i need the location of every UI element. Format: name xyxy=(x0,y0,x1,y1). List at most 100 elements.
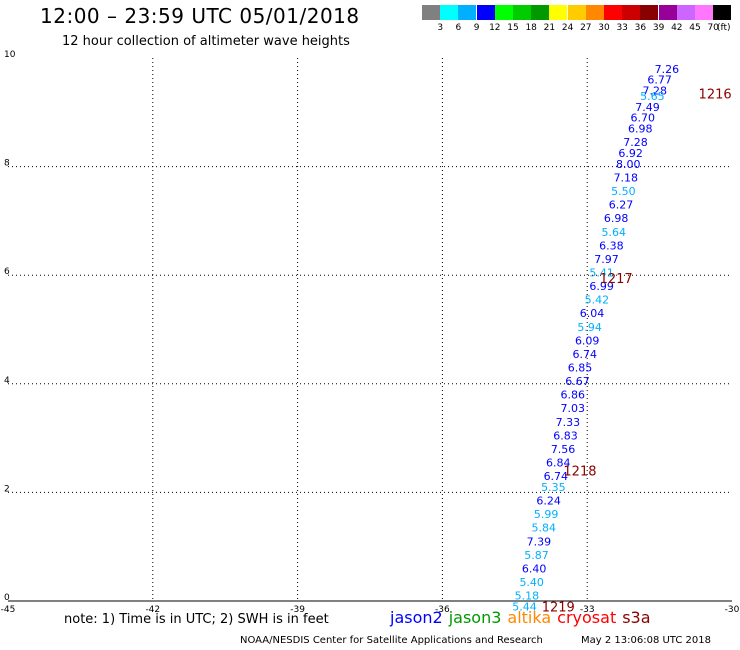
color-scale-label: 27 xyxy=(580,23,592,33)
wave-height-value: 6.67 xyxy=(565,375,590,388)
color-scale-label: 9 xyxy=(473,23,480,33)
wave-height-value: 7.39 xyxy=(527,535,552,548)
wave-height-value: 6.40 xyxy=(522,562,547,575)
wave-height-value: 6.99 xyxy=(589,280,614,293)
color-scale-label: 30 xyxy=(598,23,610,33)
wave-height-value: 6.74 xyxy=(544,470,569,483)
color-scale-label: 15 xyxy=(507,23,519,33)
color-scale-label: 24 xyxy=(561,23,574,33)
wave-height-value: 6.98 xyxy=(628,123,653,136)
wave-height-value: 7.56 xyxy=(551,443,576,456)
color-swatch xyxy=(604,5,622,20)
legend-item: altika xyxy=(507,608,552,627)
wave-height-value: 5.64 xyxy=(601,226,626,239)
wave-height-value: 5.41 xyxy=(589,266,614,279)
footer-credit: NOAA/NESDIS Center for Satellite Applica… xyxy=(240,635,543,646)
color-swatch xyxy=(440,5,459,20)
wave-height-value: 5.35 xyxy=(541,481,566,494)
wave-height-value: 6.84 xyxy=(546,457,571,470)
wave-height-value: 7.03 xyxy=(560,402,585,415)
color-scale-label: 33 xyxy=(616,23,628,33)
wave-height-value: 5.99 xyxy=(534,508,559,521)
wave-height-value: 7.97 xyxy=(594,253,619,266)
color-swatch xyxy=(531,5,550,20)
color-swatch xyxy=(695,5,713,20)
wave-height-value: 5.65 xyxy=(640,90,665,103)
color-scale-label: 21 xyxy=(543,23,556,33)
chart-subtitle: 12 hour collection of altimeter wave hei… xyxy=(62,34,350,49)
wave-height-value: 5.18 xyxy=(515,590,540,603)
wave-height-value: 6.86 xyxy=(560,389,585,402)
wave-height-value: 7.33 xyxy=(556,416,581,429)
chart-title: 12:00 – 23:59 UTC 05/01/2018 xyxy=(40,4,360,28)
wave-height-value: 6.77 xyxy=(647,74,672,87)
x-tick-label: -45 xyxy=(1,605,16,615)
wave-height-value: 5.50 xyxy=(611,185,636,198)
legend-item: cryosat xyxy=(557,608,617,627)
wave-height-value: 6.70 xyxy=(630,112,655,125)
wave-height-value: 7.49 xyxy=(635,101,660,114)
color-scale-label: 18 xyxy=(525,23,537,33)
wave-height-value: 7.28 xyxy=(623,136,648,149)
wave-height-value: 8.00 xyxy=(616,158,641,171)
axis-ticks: -45 -42 -39 -36 -33 -30 0 2 4 6 8 10 xyxy=(1,50,740,615)
wave-height-value: 5.94 xyxy=(577,321,602,334)
wave-height-value: 6.92 xyxy=(618,147,643,160)
x-tick-label: -42 xyxy=(145,605,160,615)
wave-height-value: 7.18 xyxy=(614,171,639,184)
color-swatch xyxy=(422,5,440,20)
y-tick-label: 2 xyxy=(4,484,10,494)
wave-height-value: 6.24 xyxy=(536,495,561,508)
color-swatch xyxy=(458,5,477,20)
legend-item: s3a xyxy=(622,608,651,627)
legend-item: jason3 xyxy=(448,608,502,627)
color-swatch xyxy=(676,5,695,20)
wave-height-value: 5.40 xyxy=(519,576,544,589)
footer-timestamp: May 2 13:06:08 UTC 2018 xyxy=(581,635,711,646)
color-scale-label: 6 xyxy=(455,23,462,33)
color-swatch xyxy=(567,5,586,20)
y-tick-label: 0 xyxy=(4,593,10,603)
color-swatch xyxy=(713,5,732,20)
color-scale-label: 3 xyxy=(437,23,444,33)
color-scale-unit: (ft) xyxy=(717,23,731,33)
color-swatch xyxy=(494,5,513,20)
satellite-legend: jason2 jason3 altika cryosat s3a xyxy=(390,608,657,627)
color-swatch xyxy=(585,5,604,20)
y-tick-label: 4 xyxy=(4,376,10,386)
color-scale-label: 42 xyxy=(671,23,683,33)
wave-height-value: 5.44 xyxy=(512,600,537,613)
wave-height-value: 6.83 xyxy=(553,429,578,442)
legend-item: jason2 xyxy=(390,608,443,627)
color-swatch xyxy=(476,5,495,20)
wave-height-value: 6.04 xyxy=(580,307,605,320)
x-tick-label: -33 xyxy=(580,605,595,615)
color-swatch xyxy=(640,5,659,20)
color-scale-label: 36 xyxy=(634,23,647,33)
wave-height-value: 6.74 xyxy=(573,348,598,361)
x-tick-label: -30 xyxy=(725,605,740,615)
wave-height-value: 6.38 xyxy=(599,239,624,252)
color-swatch xyxy=(622,5,641,20)
wave-height-value: 6.27 xyxy=(609,199,634,212)
y-tick-label: 10 xyxy=(4,50,16,60)
color-scale-label: 70 xyxy=(707,23,719,33)
track-time-label: 1218 xyxy=(563,465,596,480)
wave-height-value: 6.85 xyxy=(568,362,593,375)
note-text: note: 1) Time is in UTC; 2) SWH is in fe… xyxy=(64,612,329,627)
track-time-label: 1216 xyxy=(699,87,732,102)
color-swatch xyxy=(513,5,531,20)
track-time-labels: 1216 1217 1218 1219 xyxy=(542,87,732,615)
y-tick-label: 6 xyxy=(4,267,10,277)
track-time-label: 1219 xyxy=(542,600,575,615)
map-grid xyxy=(8,58,732,602)
color-scale-label: 12 xyxy=(489,23,501,33)
color-scale-label: 39 xyxy=(652,23,665,33)
wave-height-value: 7.28 xyxy=(643,85,668,98)
wave-height-value: 5.87 xyxy=(524,549,549,562)
color-swatch xyxy=(549,5,568,20)
track-time-label: 1217 xyxy=(600,272,633,287)
wave-height-value: 6.09 xyxy=(575,334,600,347)
wave-height-value: 7.26 xyxy=(655,63,680,76)
